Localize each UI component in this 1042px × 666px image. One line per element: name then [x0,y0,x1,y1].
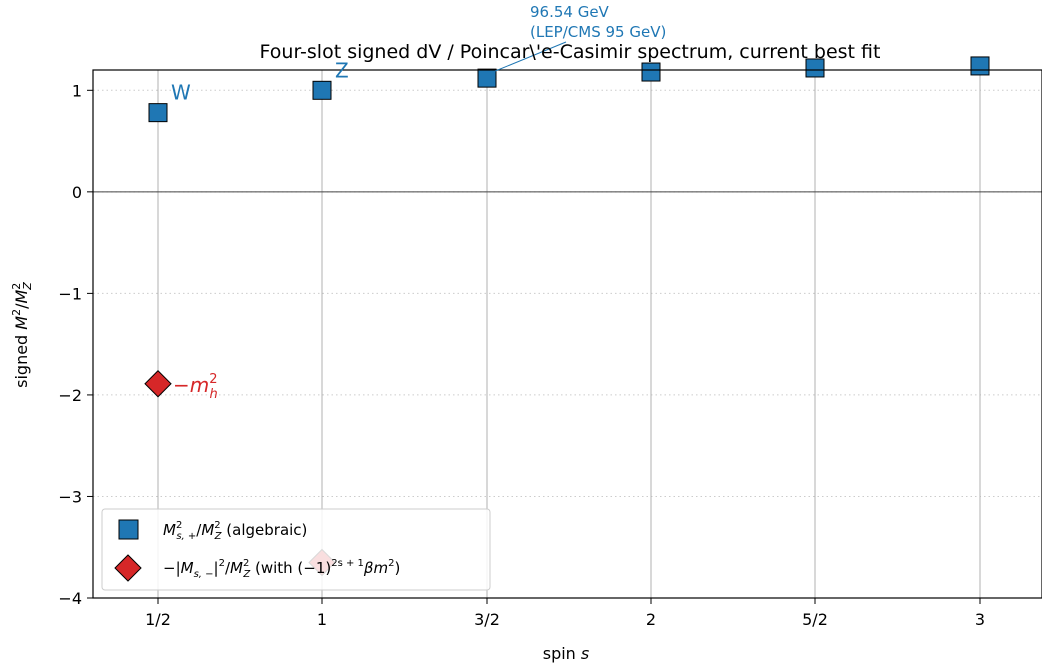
plus-branch-square [970,56,990,76]
plus-branch-square [148,103,168,123]
higgs-mass-label: −m2 h [173,372,218,402]
plus-branch-square [312,80,332,100]
y-tick-label: −1 [58,284,82,303]
legend-diamond-marker [114,554,142,582]
annotation-layer: W Z −m2 h 96.54 GeV (LEP/CMS 95 GeV) [171,3,666,402]
stem-layer [157,70,981,598]
legend-square-marker [118,519,139,540]
y-tick-label: 0 [72,183,82,202]
legend-label-minus: −|Ms, −|2/M2 Z (with (−1)2s + 1βm2) [163,558,400,580]
plus-branch-square [805,58,825,78]
legend: M2 s, +/M2 Z (algebraic) −|Ms, −|2/M2 Z (wi… [101,508,491,591]
tick-layer: 1 0 −1 −2 −3 −4 1/2 1 3/2 2 5/2 3 [58,81,985,629]
x-tick-label: 1/2 [145,610,171,629]
plus-branch-square [641,62,661,82]
callout-mass-label: 96.54 GeV [530,3,610,21]
plus-branch-square [477,68,497,88]
y-tick-label: −2 [58,386,82,405]
y-axis-label: signed M2/M2Z [10,282,34,388]
w-boson-label: W [171,81,191,105]
x-tick-label: 1 [317,610,327,629]
z-boson-label: Z [335,58,349,82]
callout-reference-label: (LEP/CMS 95 GeV) [530,23,666,41]
chart-title: Four-slot signed dV / Poincar\'e-Casimir… [260,41,881,63]
x-tick-label: 3 [975,610,985,629]
x-tick-label: 2 [646,610,656,629]
y-tick-label: 1 [72,81,82,100]
plot-frame [92,69,1042,599]
legend-box [101,508,491,591]
y-tick-label: −3 [58,487,82,506]
legend-label-plus: M2 s, +/M2 Z (algebraic) [163,520,307,542]
callout-arrow [494,41,567,72]
x-tick-label: 5/2 [802,610,828,629]
x-tick-label: 3/2 [474,610,500,629]
minus-branch-diamond [144,370,172,398]
y-tick-label: −4 [58,589,82,608]
x-axis-label: spin s [543,644,590,663]
